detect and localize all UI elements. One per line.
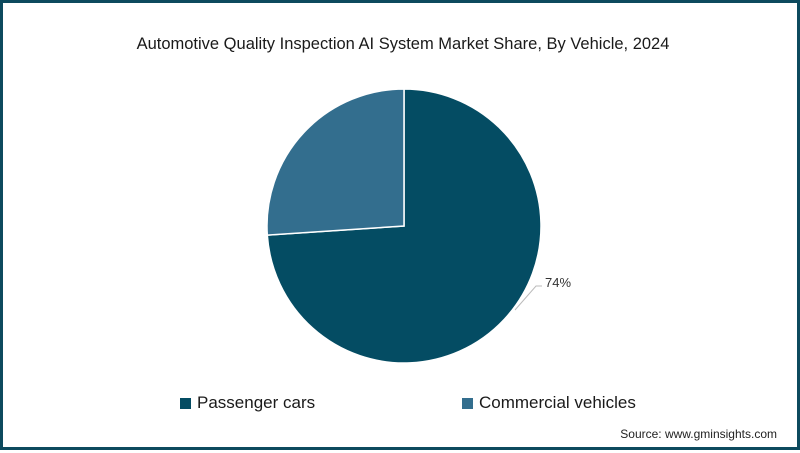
pie-chart [266,88,542,364]
legend-label: Commercial vehicles [479,393,636,412]
legend-label: Passenger cars [197,393,316,412]
legend-swatch-icon [462,397,473,409]
data-label-passenger-cars: 74% [545,275,572,290]
pie-slice-commercial-vehicles[interactable] [266,88,405,236]
legend-swatch-icon [180,397,191,409]
source-note: Source: www.gminsights.com [620,427,777,441]
legend-item-passenger-cars[interactable]: Passenger cars [180,393,315,413]
leader-line [514,285,542,311]
legend-item-commercial-vehicles[interactable]: Commercial vehicles [462,393,636,413]
chart-title: Automotive Quality Inspection AI System … [136,35,670,53]
